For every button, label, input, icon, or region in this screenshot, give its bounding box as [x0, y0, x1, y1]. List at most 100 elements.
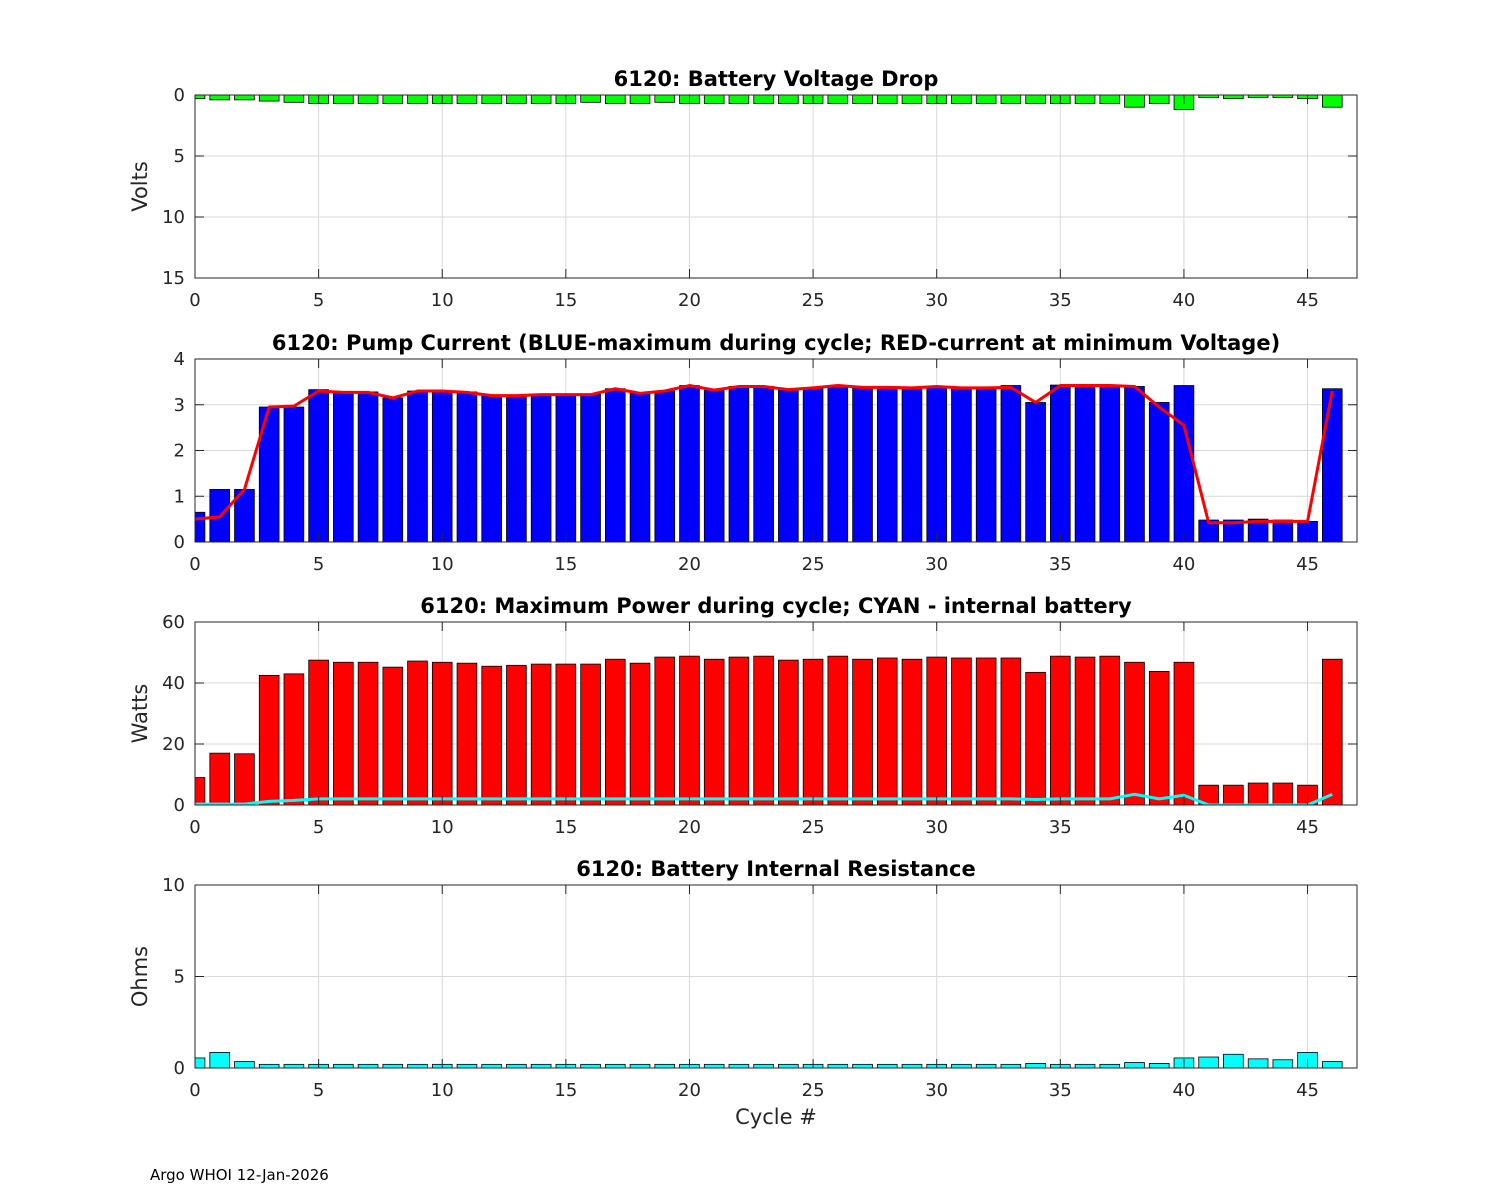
bar: [506, 395, 527, 542]
bar: [407, 1063, 428, 1068]
bar: [778, 1063, 799, 1068]
bar: [506, 1063, 527, 1068]
x-tick-label: 45: [1296, 554, 1319, 575]
bar: [654, 95, 676, 103]
x-tick-label: 10: [431, 554, 454, 575]
chart-panel-4: 0 5 10 15 20 25 30 35 40 45 0 5 10 6120: Battery Inte…: [128, 857, 1358, 1129]
bar: [951, 657, 972, 805]
bar: [728, 95, 750, 104]
y-tick-label: 20: [162, 734, 185, 755]
bar: [1272, 1059, 1294, 1068]
bar: [1099, 95, 1121, 104]
bar: [951, 1063, 972, 1068]
bar: [629, 95, 651, 104]
bar: [283, 1063, 305, 1068]
x-tick-label: 15: [554, 290, 577, 311]
x-tick-label: 15: [554, 817, 577, 838]
bar: [1099, 1063, 1121, 1068]
axes-box: [194, 621, 1358, 806]
bar: [506, 664, 527, 805]
bar: [778, 389, 799, 542]
bar: [407, 95, 428, 104]
bar: [1321, 1061, 1343, 1068]
bar: [1272, 519, 1294, 542]
x-tick-label: 5: [313, 1080, 324, 1101]
chart-title: 6120: Maximum Power during cycle; CYAN -…: [420, 594, 1132, 618]
bar: [975, 387, 997, 542]
bar: [827, 1063, 849, 1068]
chart-title: 6120: Pump Current (BLUE-maximum during …: [272, 331, 1280, 355]
x-tick-label: 25: [802, 290, 825, 311]
bar: [456, 1063, 478, 1068]
bar: [703, 389, 725, 542]
x-tick-label: 40: [1172, 1080, 1195, 1101]
x-tick-label: 10: [431, 817, 454, 838]
x-tick-label: 10: [431, 1080, 454, 1101]
bar: [1148, 671, 1170, 805]
bar: [283, 673, 305, 805]
bar: [530, 1063, 552, 1068]
bar: [1124, 386, 1145, 542]
y-tick-label: 15: [162, 268, 185, 289]
bar: [753, 95, 774, 104]
x-axis-label: Cycle #: [735, 1105, 817, 1129]
x-tick-label: 15: [554, 1080, 577, 1101]
bar: [382, 95, 404, 104]
bar: [703, 1063, 725, 1068]
x-tick-label: 20: [678, 554, 701, 575]
x-tick-label: 20: [678, 817, 701, 838]
bar: [778, 659, 799, 805]
bar: [1247, 1058, 1269, 1068]
bar: [580, 393, 601, 542]
bar: [407, 660, 428, 805]
bar: [852, 95, 873, 104]
bar: [901, 95, 923, 104]
x-tick-label: 25: [802, 554, 825, 575]
y-axis-label: Watts: [128, 684, 152, 744]
bar: [753, 386, 774, 542]
bar: [629, 662, 651, 805]
x-tick-label: 40: [1172, 290, 1195, 311]
x-tick-label: 35: [1049, 1080, 1072, 1101]
bar: [778, 95, 799, 104]
bar: [1247, 95, 1269, 98]
bar: [530, 95, 552, 104]
footer-credit: Argo WHOI 12-Jan-2026: [150, 1166, 329, 1184]
bar: [456, 391, 478, 542]
bar: [258, 1063, 280, 1068]
bar: [901, 1063, 923, 1068]
x-tick-label: 40: [1172, 554, 1195, 575]
bar: [728, 656, 750, 805]
bar: [876, 95, 898, 104]
x-tick-label: 15: [554, 554, 577, 575]
bar: [703, 95, 725, 104]
bar: [605, 658, 626, 805]
bar: [1124, 1062, 1145, 1068]
bar: [357, 1063, 379, 1068]
bar: [1025, 95, 1046, 104]
x-tick-label: 0: [189, 1080, 200, 1101]
chart-panel-1: 0 5 10 15 20 25 30 35 40 45 0 5 10 15 6120: Battery Vo…: [128, 67, 1358, 311]
chart-panel-3: 0 5 10 15 20 25 30 35 40 45 0 20 40 60 6120: Maximum P…: [128, 594, 1358, 838]
x-tick-label: 0: [189, 290, 200, 311]
bar: [234, 753, 255, 805]
x-tick-label: 5: [313, 817, 324, 838]
bar: [1074, 95, 1096, 104]
x-tick-label: 45: [1296, 290, 1319, 311]
bar: [1198, 95, 1219, 98]
bar: [1321, 95, 1343, 108]
x-tick-label: 5: [313, 290, 324, 311]
bar: [827, 385, 849, 542]
bar: [357, 95, 379, 104]
bar: [481, 1063, 502, 1068]
bar: [308, 659, 329, 805]
x-tick-label: 35: [1049, 817, 1072, 838]
bar: [1025, 402, 1046, 542]
bar: [1247, 782, 1269, 805]
bar: [1321, 658, 1343, 805]
bar: [481, 95, 502, 104]
bar: [1025, 671, 1046, 805]
bar: [951, 387, 972, 542]
bar: [209, 95, 231, 101]
bar: [506, 95, 527, 104]
